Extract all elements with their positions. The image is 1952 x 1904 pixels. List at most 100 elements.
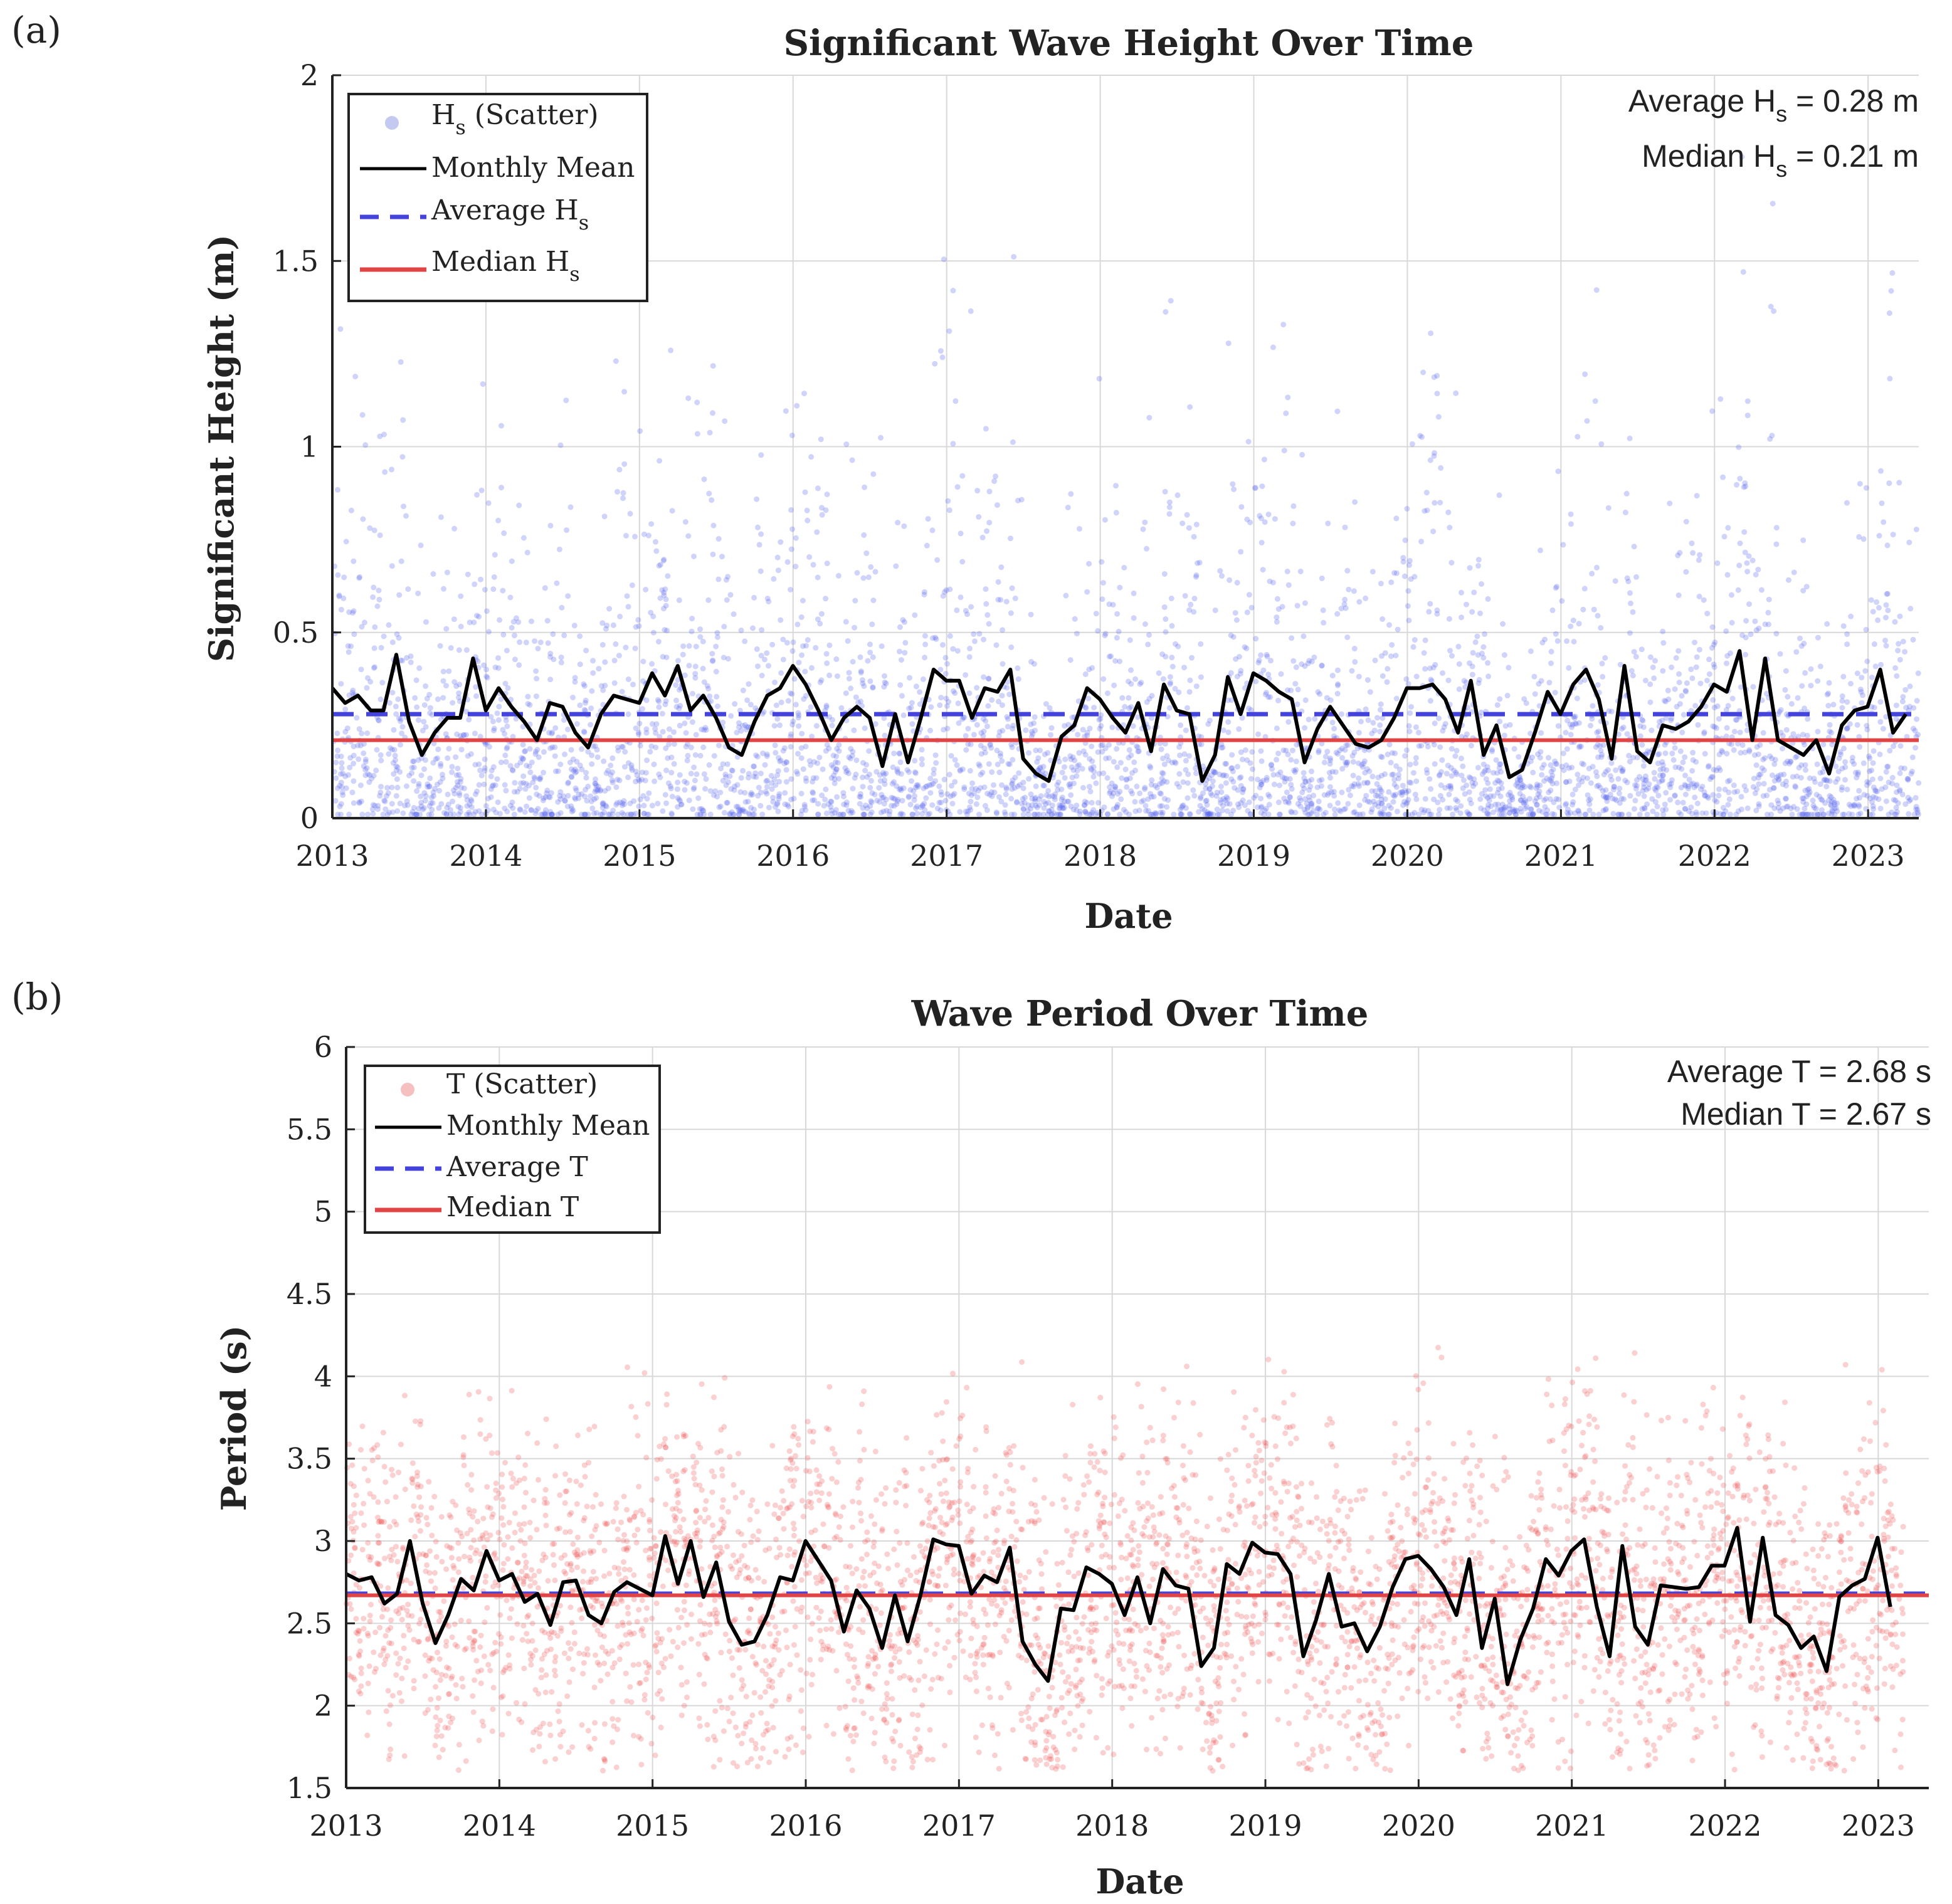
scatter-point xyxy=(1114,611,1121,617)
scatter-point xyxy=(719,554,725,560)
scatter-point xyxy=(386,809,393,816)
scatter-point xyxy=(727,592,734,598)
scatter-point xyxy=(436,1695,441,1702)
scatter-point xyxy=(1049,802,1055,809)
scatter-point xyxy=(697,752,704,759)
scatter-point xyxy=(1137,791,1142,796)
scatter-point xyxy=(747,702,754,708)
scatter-point xyxy=(1391,781,1398,787)
scatter-point xyxy=(598,811,604,818)
scatter-point xyxy=(1679,729,1686,735)
scatter-point xyxy=(633,769,639,775)
scatter-point xyxy=(1331,725,1337,732)
scatter-point xyxy=(1676,671,1682,677)
scatter-point xyxy=(1662,801,1668,807)
scatter-point xyxy=(600,687,606,693)
scatter-point xyxy=(1444,805,1450,811)
scatter-point xyxy=(872,569,878,575)
scatter-point xyxy=(996,769,1003,776)
scatter-point xyxy=(362,759,369,765)
scatter-point xyxy=(448,1555,455,1561)
scatter-point xyxy=(991,478,998,484)
scatter-point xyxy=(1309,658,1315,665)
scatter-point xyxy=(1316,749,1322,755)
scatter-point xyxy=(1704,611,1711,617)
scatter-point xyxy=(632,534,638,540)
scatter-point xyxy=(1386,789,1392,795)
scatter-point xyxy=(367,1557,373,1563)
scatter-point xyxy=(1729,695,1736,702)
scatter-point xyxy=(1279,774,1285,781)
scatter-point xyxy=(1485,596,1491,602)
scatter-point xyxy=(538,811,544,818)
scatter-point xyxy=(398,1441,404,1448)
scatter-point xyxy=(1145,641,1151,648)
scatter-point xyxy=(425,1707,431,1713)
scatter-point xyxy=(1119,775,1125,781)
scatter-point xyxy=(1191,534,1197,540)
scatter-point xyxy=(932,752,939,759)
scatter-point xyxy=(968,807,974,813)
scatter-point xyxy=(477,1431,483,1437)
scatter-point xyxy=(432,1742,438,1749)
scatter-point xyxy=(1206,775,1212,781)
scatter-point xyxy=(414,1481,421,1488)
scatter-point xyxy=(1065,505,1071,510)
scatter-point xyxy=(484,1605,490,1611)
scatter-point xyxy=(542,810,548,816)
scatter-point xyxy=(1682,772,1688,779)
scatter-point xyxy=(1290,520,1296,527)
scatter-point xyxy=(1701,730,1707,737)
scatter-point xyxy=(790,718,796,725)
scatter-point xyxy=(346,649,352,655)
scatter-point xyxy=(668,769,675,776)
scatter-point xyxy=(1464,782,1470,789)
scatter-point xyxy=(1892,619,1898,625)
scatter-point xyxy=(1660,772,1666,778)
scatter-point xyxy=(1148,782,1154,788)
scatter-point xyxy=(473,613,480,619)
scatter-point xyxy=(1440,728,1446,734)
scatter-point xyxy=(759,811,766,818)
scatter-point xyxy=(1230,481,1236,487)
scatter-point xyxy=(776,779,783,785)
scatter-point xyxy=(1082,799,1088,804)
scatter-point xyxy=(1301,786,1307,792)
scatter-point xyxy=(1043,792,1050,798)
scatter-point xyxy=(340,792,346,798)
scatter-point xyxy=(1028,806,1034,812)
scatter-point xyxy=(1229,765,1235,771)
scatter-point xyxy=(1106,653,1112,660)
scatter-point xyxy=(1124,776,1130,782)
scatter-point xyxy=(1033,783,1039,789)
scatter-point xyxy=(1744,413,1751,419)
scatter-point xyxy=(402,802,408,809)
scatter-point xyxy=(444,804,450,811)
scatter-point xyxy=(1307,797,1313,804)
scatter-point xyxy=(1345,801,1351,807)
scatter-point xyxy=(1287,794,1293,801)
scatter-point xyxy=(1277,811,1282,818)
scatter-point xyxy=(1428,811,1435,818)
scatter-point xyxy=(476,782,482,788)
scatter-point xyxy=(395,696,401,702)
scatter-point xyxy=(844,767,850,774)
scatter-point xyxy=(1412,791,1418,797)
scatter-point xyxy=(1359,811,1366,818)
scatter-point xyxy=(798,614,805,620)
scatter-point xyxy=(1206,811,1212,817)
scatter-point xyxy=(859,703,865,709)
scatter-point xyxy=(641,811,647,817)
scatter-point xyxy=(1554,761,1560,767)
scatter-point xyxy=(1385,811,1391,818)
scatter-point xyxy=(525,693,531,700)
scatter-point xyxy=(677,686,682,693)
scatter-point xyxy=(854,570,860,576)
scatter-point xyxy=(1402,537,1408,544)
scatter-point xyxy=(968,799,974,804)
scatter-point xyxy=(880,808,887,814)
scatter-point xyxy=(951,688,956,694)
scatter-point xyxy=(1878,468,1884,474)
scatter-point xyxy=(755,792,761,799)
scatter-point xyxy=(524,803,530,809)
